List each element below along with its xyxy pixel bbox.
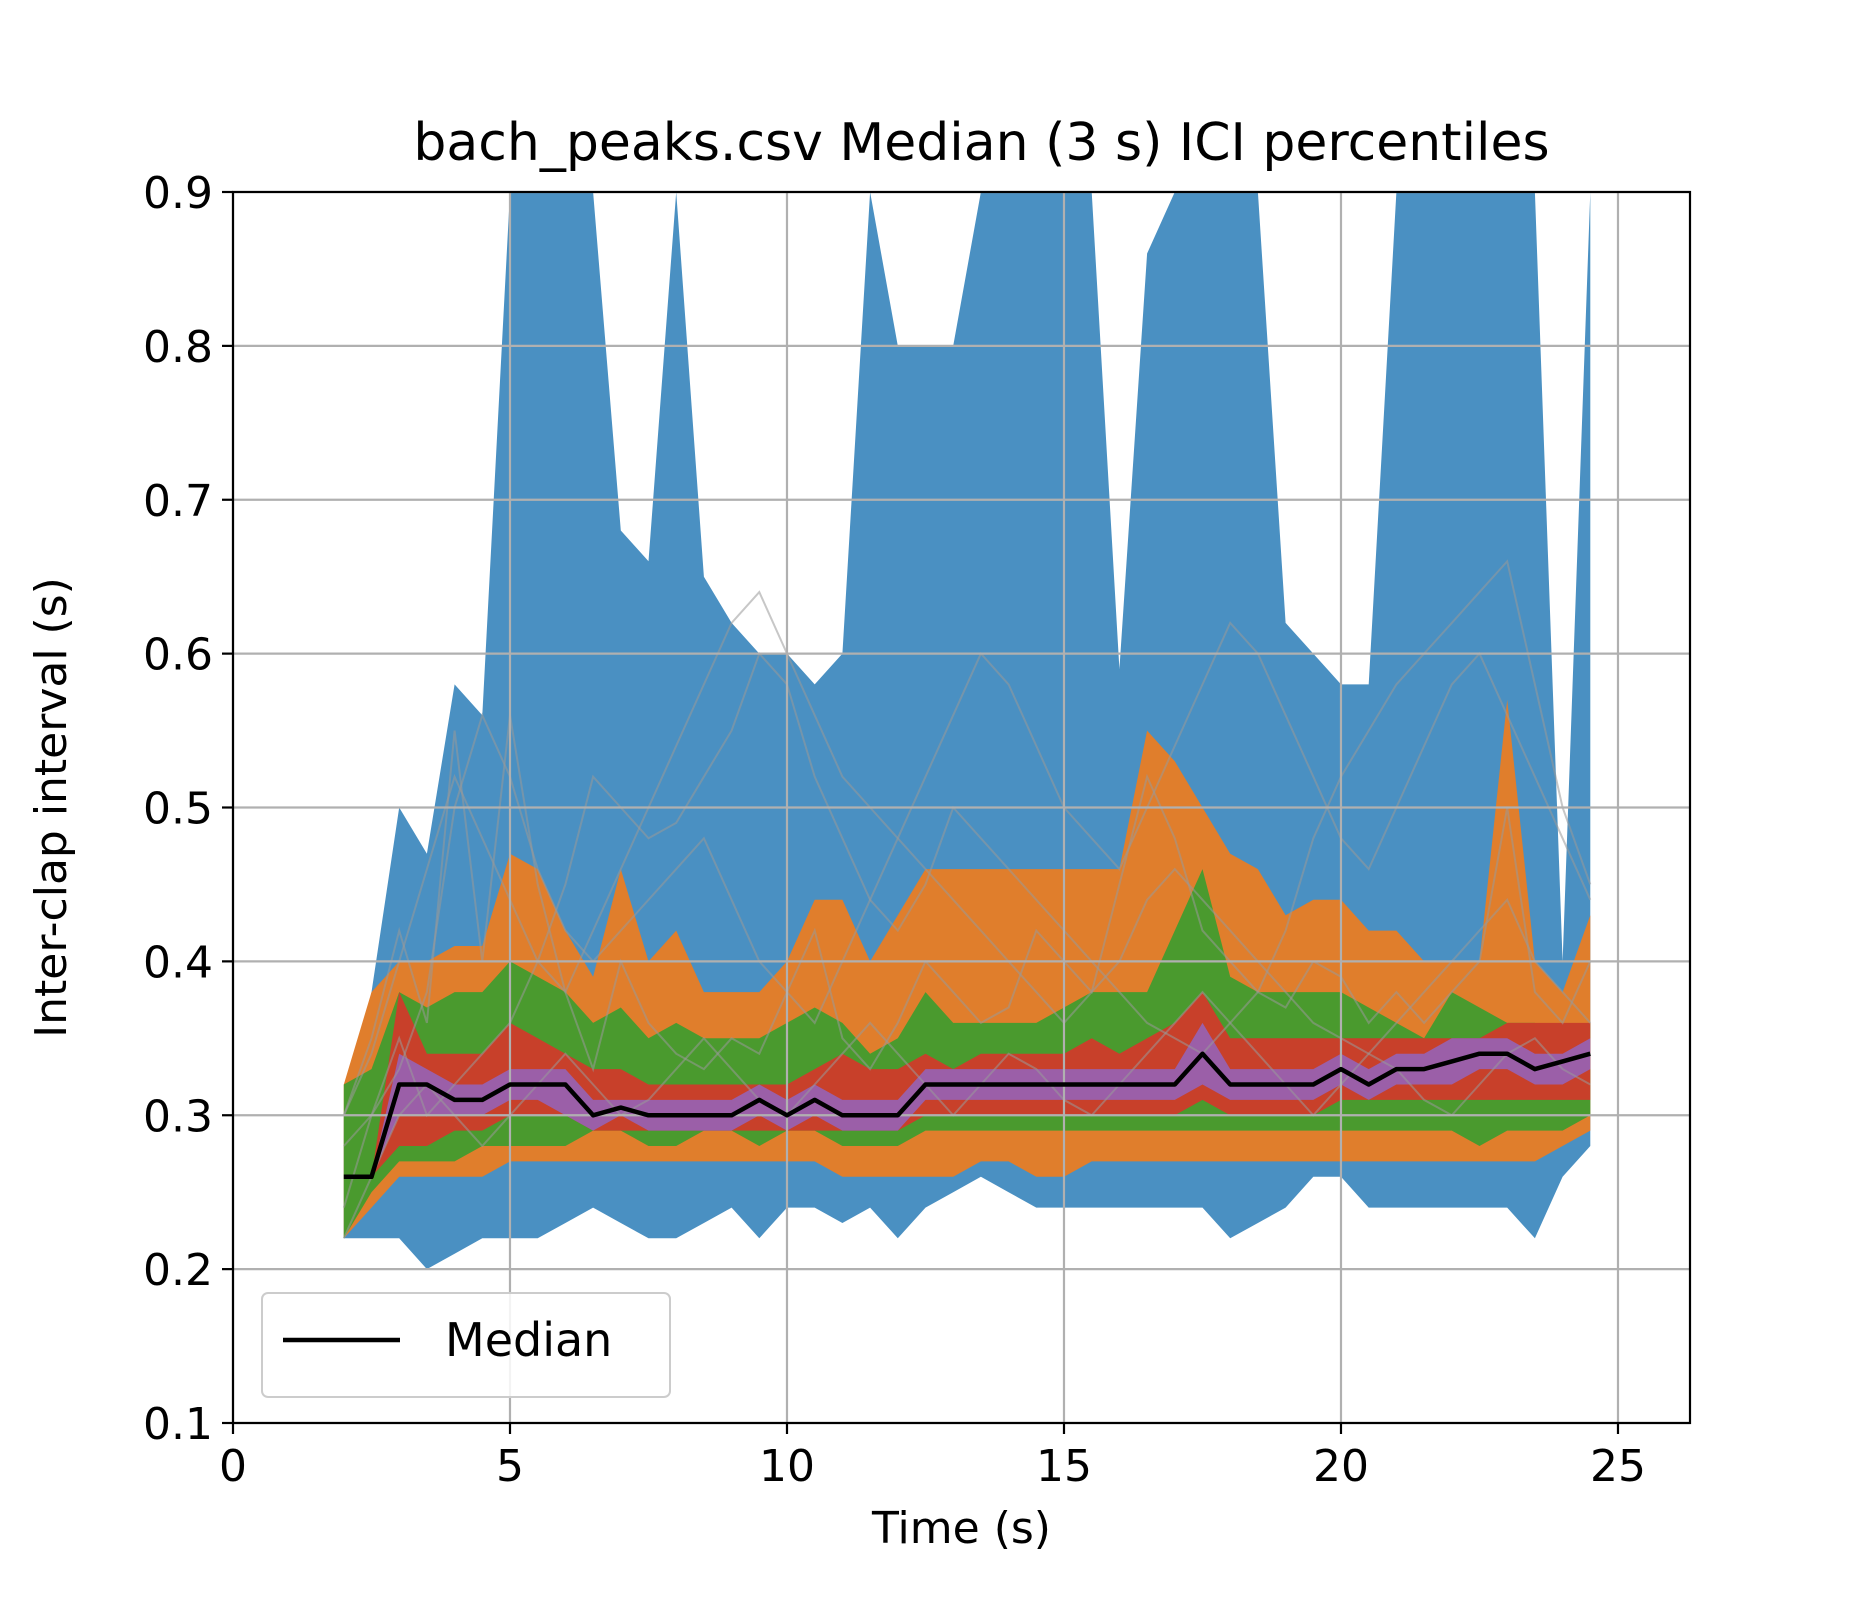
- y-axis-ticks: 0.1 0.2 0.3 0.4 0.5 0.6 0.7 0.8 0.9: [143, 168, 233, 1450]
- y-tick-label: 0.8: [143, 322, 213, 373]
- individual-trace-3: [343, 712, 1592, 1147]
- y-tick-label: 0.4: [143, 937, 213, 988]
- y-tick-label: 0.6: [143, 630, 213, 681]
- individual-trace-5: [342, 590, 1592, 1116]
- series-line-median: [343, 1051, 1591, 1180]
- legend-label-median: Median: [445, 1313, 612, 1367]
- individual-trace-2: [342, 559, 1592, 1208]
- x-tick-label: 25: [1590, 1441, 1646, 1492]
- y-tick-label: 0.9: [143, 168, 213, 219]
- y-axis-label: Inter-clap interval (s): [26, 577, 77, 1038]
- individual-trace-4: [342, 990, 1591, 1239]
- individual-traces: [342, 559, 1592, 1239]
- percentile-bands: [343, 192, 1591, 1270]
- y-tick-label: 0.5: [143, 784, 213, 835]
- y-tick-label: 0.1: [143, 1399, 213, 1450]
- legend-box: [261, 1292, 671, 1398]
- x-axis-ticks: 0 5 10 15 20 25: [219, 1423, 1646, 1492]
- median-series: [343, 1051, 1591, 1180]
- x-tick-label: 15: [1036, 1441, 1092, 1492]
- individual-trace-1: [342, 715, 1592, 1116]
- percentile-band-3: [343, 869, 1591, 1239]
- y-tick-label: 0.2: [143, 1245, 213, 1296]
- y-tick-label: 0.3: [143, 1091, 213, 1142]
- x-tick-label: 5: [496, 1441, 524, 1492]
- y-tick-label: 0.7: [143, 476, 213, 527]
- x-axis-label: Time (s): [871, 1503, 1051, 1554]
- legend: Median: [261, 1292, 671, 1398]
- chart-title: bach_peaks.csv Median (3 s) ICI percenti…: [413, 113, 1549, 173]
- x-tick-label: 20: [1313, 1441, 1369, 1492]
- x-tick-label: 0: [219, 1441, 247, 1492]
- x-tick-label: 10: [759, 1441, 815, 1492]
